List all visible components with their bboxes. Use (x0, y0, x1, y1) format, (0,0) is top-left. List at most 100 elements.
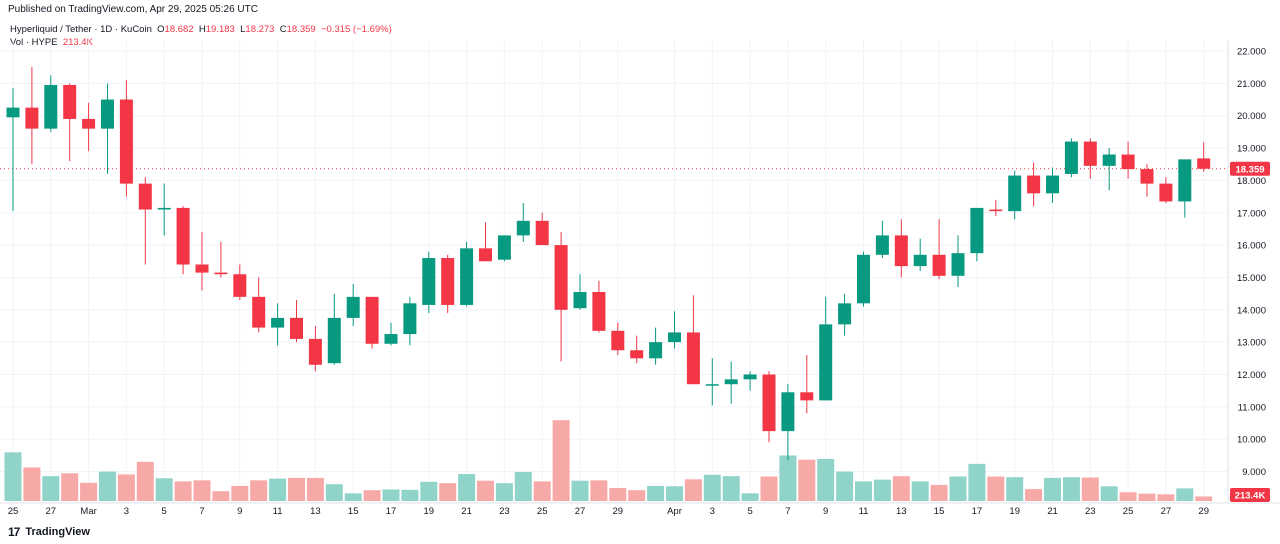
candle-body (535, 220, 549, 246)
volume-bar (741, 493, 759, 501)
high-value: 19.183 (205, 24, 235, 35)
x-tick-label: 15 (348, 506, 359, 517)
x-tick-label: 29 (1198, 506, 1209, 517)
low-value: 18.273 (245, 24, 275, 35)
tradingview-logo[interactable]: 17 TradingView (8, 525, 90, 539)
open-label: O (157, 24, 165, 35)
candle-body (781, 392, 795, 432)
volume-bar (590, 480, 608, 501)
high-label: H (198, 24, 206, 35)
x-tick-label: 9 (823, 506, 828, 517)
candle-body (44, 84, 58, 129)
low-label: L (240, 24, 246, 35)
volume-bar (968, 463, 986, 501)
x-tick-label: 25 (1123, 506, 1134, 517)
candle-body (119, 99, 133, 184)
volume-bar (80, 482, 98, 501)
volume-bar (1044, 477, 1061, 501)
candle-body (1140, 169, 1154, 184)
volume-bar (231, 485, 249, 501)
candle-body (516, 220, 530, 236)
volume-bar (420, 481, 438, 501)
candle-body (497, 235, 511, 260)
y-tick-label: 16.000 (1237, 241, 1266, 252)
candle-body (857, 254, 870, 304)
x-tick-label: 13 (310, 506, 321, 517)
volume-bar (495, 483, 513, 501)
volume-bar (1157, 494, 1175, 501)
volume-bar (1119, 492, 1137, 501)
volume-bar (609, 488, 627, 501)
volume-bar (760, 476, 778, 501)
candle-body (327, 317, 341, 364)
volume-bar (873, 479, 891, 501)
volume-bar (61, 473, 79, 501)
volume-label[interactable]: Vol · HYPE (10, 37, 58, 48)
candle-body (6, 107, 20, 118)
volume-bar (514, 471, 532, 501)
close-value: 18.359 (286, 24, 316, 35)
volume-bar (571, 480, 589, 501)
candle-body (1064, 141, 1078, 174)
volume-bar (382, 489, 400, 501)
candle-body (25, 107, 39, 129)
volume-bar (1025, 489, 1043, 501)
candle-body (1046, 175, 1059, 194)
y-tick-label: 20.000 (1237, 111, 1266, 122)
volume-bar (325, 484, 343, 501)
tradingview-mark-icon: 17 (8, 525, 20, 539)
ohlc-row: Hyperliquid / Tether · 1D · KuCoin O18.6… (10, 23, 392, 36)
candle-body (554, 245, 568, 310)
volume-bar (1006, 477, 1024, 501)
x-tick-label: 7 (199, 506, 204, 517)
y-tick-label: 17.000 (1237, 208, 1266, 219)
x-tick-label: 5 (162, 506, 167, 517)
x-tick-label: 13 (896, 506, 907, 517)
volume-bar (911, 481, 929, 501)
change-value: −0.315 (−1.69%) (320, 24, 392, 35)
candle-body (970, 207, 984, 254)
y-tick-label: 15.000 (1237, 273, 1266, 284)
y-tick-label: 13.000 (1237, 338, 1266, 349)
volume-bar (930, 484, 948, 501)
candle-body (800, 392, 814, 401)
x-tick-label: 21 (461, 506, 472, 517)
volume-bar (99, 471, 116, 501)
candle-body (819, 324, 833, 401)
volume-row: Vol · HYPE 213.4K (10, 36, 392, 49)
candle-body (1197, 158, 1211, 169)
x-tick-label: 11 (273, 506, 283, 517)
close-label: C (279, 24, 287, 35)
volume-bar (193, 480, 211, 501)
volume-bar (798, 459, 816, 501)
candle-body (1008, 175, 1022, 212)
y-tick-label: 14.000 (1237, 305, 1266, 316)
candle-body (479, 248, 492, 262)
candle-body (989, 209, 1003, 212)
x-tick-label: 29 (613, 506, 624, 517)
volume-bar (779, 455, 797, 501)
candle-body (441, 258, 455, 305)
candle-body (705, 384, 719, 386)
volume-value: 213.4K (62, 37, 93, 48)
volume-bar (1100, 486, 1118, 501)
symbol-label[interactable]: Hyperliquid / Tether · 1D · KuCoin (10, 24, 152, 35)
volume-bar (344, 493, 362, 501)
volume-bar (250, 480, 268, 501)
y-tick-label: 18.000 (1237, 176, 1266, 187)
volume-bar (1195, 496, 1213, 501)
x-tick-label: 19 (424, 506, 435, 517)
candle-body (838, 303, 852, 325)
candle-body (1178, 159, 1192, 202)
candle-body (384, 334, 398, 344)
x-tick-label: 9 (237, 506, 242, 517)
candle-body (252, 296, 266, 328)
candle-body (951, 253, 965, 276)
candle-body (1027, 175, 1041, 194)
volume-bar (155, 478, 173, 501)
volume-bar (987, 476, 1005, 501)
volume-bar (647, 485, 665, 501)
last-volume-label: 213.4K (1235, 491, 1266, 502)
volume-bar (722, 476, 740, 501)
